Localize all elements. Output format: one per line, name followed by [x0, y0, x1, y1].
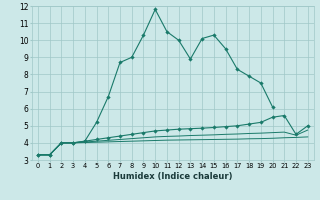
X-axis label: Humidex (Indice chaleur): Humidex (Indice chaleur) — [113, 172, 233, 181]
